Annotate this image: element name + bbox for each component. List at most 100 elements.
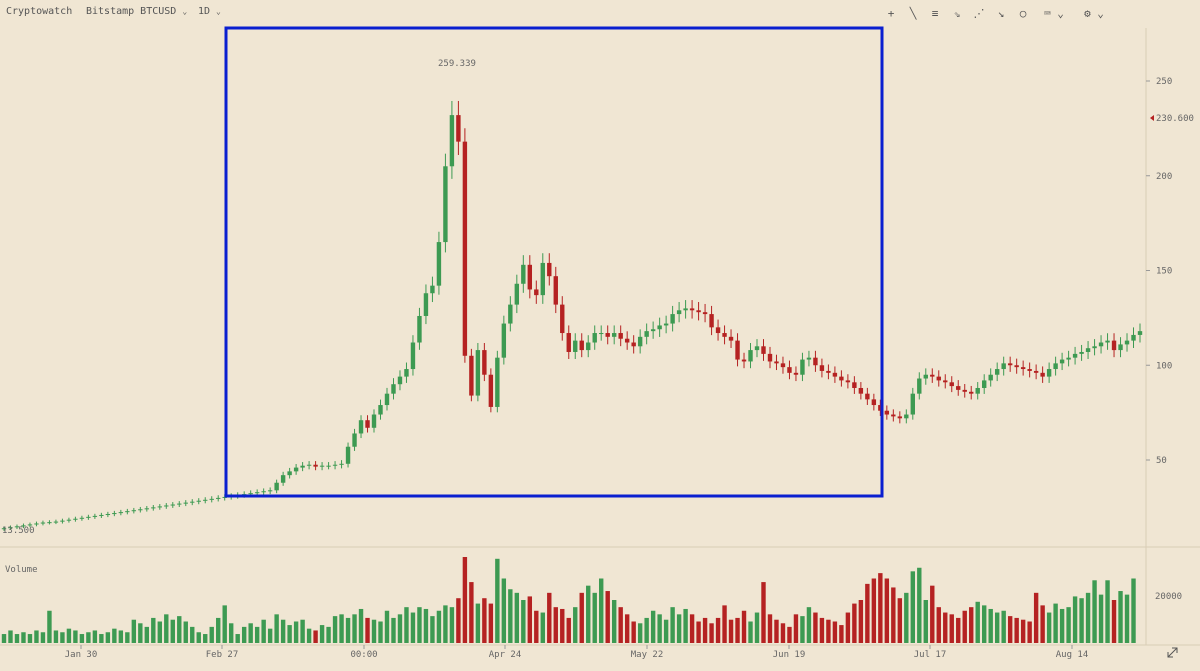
volume-bar[interactable] — [216, 617, 221, 643]
volume-bar[interactable] — [813, 612, 818, 643]
candle-body[interactable] — [1105, 340, 1110, 343]
volume-bar[interactable] — [774, 619, 779, 643]
candle-body[interactable] — [787, 367, 792, 373]
volume-bar[interactable] — [209, 626, 214, 643]
candle-body[interactable] — [423, 293, 429, 316]
volume-bar[interactable] — [352, 614, 357, 643]
volume-bar[interactable] — [410, 612, 416, 643]
candle-body[interactable] — [482, 350, 487, 375]
volume-bar[interactable] — [1040, 605, 1045, 643]
volume-bar[interactable] — [650, 610, 656, 643]
volume-bar[interactable] — [229, 623, 234, 643]
volume-bar[interactable] — [157, 621, 162, 644]
volume-bar[interactable] — [956, 617, 961, 643]
volume-bar[interactable] — [819, 617, 825, 643]
keyboard-icon[interactable]: ⌨ ⌄ — [1044, 6, 1064, 20]
candle-body[interactable] — [469, 355, 474, 396]
volume-bar[interactable] — [722, 605, 727, 643]
candle-body[interactable] — [1131, 334, 1136, 341]
volume-bar[interactable] — [345, 617, 351, 643]
volume-bar[interactable] — [430, 616, 435, 643]
candle-body[interactable] — [839, 376, 844, 381]
candle-body[interactable] — [832, 372, 838, 377]
volume-bar[interactable] — [657, 614, 662, 643]
volume-bar[interactable] — [527, 596, 533, 643]
candle-body[interactable] — [988, 374, 993, 381]
candle-body[interactable] — [949, 382, 954, 387]
candle-body[interactable] — [891, 414, 896, 417]
volume-bar[interactable] — [436, 610, 442, 643]
volume-bar[interactable] — [14, 634, 20, 643]
candle-body[interactable] — [644, 331, 649, 337]
candle-body[interactable] — [910, 393, 915, 415]
candle-body[interactable] — [1059, 359, 1065, 364]
circle-icon[interactable]: ○ — [1019, 6, 1027, 20]
candle-body[interactable] — [300, 465, 305, 468]
candle-body[interactable] — [456, 115, 461, 142]
candle-body[interactable] — [670, 314, 675, 324]
volume-bar[interactable] — [306, 628, 312, 643]
volume-bar[interactable] — [164, 614, 169, 643]
pitchfork-icon[interactable]: ⇘ — [953, 6, 961, 20]
volume-bar[interactable] — [1027, 621, 1032, 644]
candle-body[interactable] — [99, 514, 104, 516]
candle-body[interactable] — [962, 389, 967, 392]
candle-body[interactable] — [92, 515, 98, 517]
volume-bar[interactable] — [943, 612, 948, 643]
candle-body[interactable] — [663, 323, 669, 326]
candle-body[interactable] — [540, 262, 545, 296]
volume-bar[interactable] — [969, 607, 974, 643]
candle-body[interactable] — [293, 467, 299, 472]
volume-bar[interactable] — [241, 626, 247, 643]
volume-bar[interactable] — [1098, 594, 1104, 643]
candle-body[interactable] — [534, 289, 539, 296]
candle-body[interactable] — [547, 262, 552, 277]
candle-body[interactable] — [689, 308, 695, 311]
candle-body[interactable] — [1079, 351, 1084, 354]
volume-bar[interactable] — [60, 632, 65, 643]
volume-bar[interactable] — [670, 607, 675, 643]
candle-body[interactable] — [884, 410, 890, 415]
volume-bar[interactable] — [975, 601, 980, 643]
volume-bar[interactable] — [1059, 608, 1065, 643]
volume-bar[interactable] — [586, 585, 591, 643]
volume-bar[interactable] — [748, 621, 753, 644]
candle-body[interactable] — [488, 374, 494, 407]
volume-bar[interactable] — [47, 610, 52, 643]
volume-bar[interactable] — [105, 632, 111, 643]
candle-body[interactable] — [865, 393, 870, 400]
volume-bar[interactable] — [261, 619, 266, 643]
volume-bar[interactable] — [203, 634, 208, 643]
volume-bar[interactable] — [560, 608, 565, 643]
candle-body[interactable] — [618, 333, 623, 339]
candle-body[interactable] — [280, 475, 286, 483]
volume-bar[interactable] — [767, 614, 773, 643]
volume-bar[interactable] — [99, 634, 104, 643]
volume-bar[interactable] — [845, 612, 851, 643]
volume-bar[interactable] — [1014, 617, 1019, 643]
candle-body[interactable] — [631, 342, 636, 347]
volume-bar[interactable] — [469, 582, 474, 643]
volume-bar[interactable] — [839, 625, 844, 643]
candle-body[interactable] — [527, 264, 533, 290]
volume-bar[interactable] — [858, 600, 864, 643]
volume-bar[interactable] — [183, 621, 188, 644]
candle-body[interactable] — [436, 242, 442, 286]
candle-body[interactable] — [417, 315, 422, 343]
volume-bar[interactable] — [138, 623, 143, 643]
volume-bar[interactable] — [1046, 612, 1052, 643]
volume-bar[interactable] — [8, 630, 13, 643]
volume-bar[interactable] — [397, 614, 403, 643]
volume-bar[interactable] — [715, 617, 721, 643]
volume-bar[interactable] — [488, 603, 494, 643]
volume-bar[interactable] — [1092, 580, 1097, 643]
candle-body[interactable] — [391, 384, 396, 394]
volume-bar[interactable] — [254, 626, 260, 643]
volume-bar[interactable] — [605, 591, 610, 643]
volume-bar[interactable] — [1072, 596, 1078, 643]
volume-bar[interactable] — [1111, 600, 1117, 643]
candle-body[interactable] — [144, 508, 150, 510]
candle-body[interactable] — [1098, 342, 1104, 347]
volume-bar[interactable] — [92, 630, 98, 643]
fullscreen-icon[interactable] — [1167, 647, 1178, 658]
